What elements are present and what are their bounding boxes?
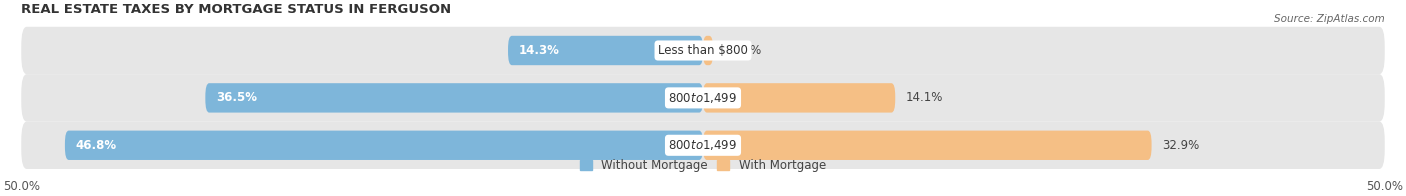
- FancyBboxPatch shape: [508, 36, 703, 65]
- FancyBboxPatch shape: [703, 36, 713, 65]
- FancyBboxPatch shape: [65, 131, 703, 160]
- FancyBboxPatch shape: [21, 122, 1385, 169]
- Legend: Without Mortgage, With Mortgage: Without Mortgage, With Mortgage: [575, 154, 831, 176]
- FancyBboxPatch shape: [21, 27, 1385, 74]
- Text: Less than $800: Less than $800: [658, 44, 748, 57]
- Text: 14.3%: 14.3%: [519, 44, 560, 57]
- FancyBboxPatch shape: [703, 83, 896, 113]
- Text: 36.5%: 36.5%: [217, 91, 257, 104]
- Text: 14.1%: 14.1%: [905, 91, 943, 104]
- Text: $800 to $1,499: $800 to $1,499: [668, 138, 738, 152]
- Text: 32.9%: 32.9%: [1163, 139, 1199, 152]
- FancyBboxPatch shape: [703, 131, 1152, 160]
- Text: $800 to $1,499: $800 to $1,499: [668, 91, 738, 105]
- Text: Source: ZipAtlas.com: Source: ZipAtlas.com: [1274, 14, 1385, 24]
- FancyBboxPatch shape: [205, 83, 703, 113]
- FancyBboxPatch shape: [21, 74, 1385, 122]
- Text: 46.8%: 46.8%: [76, 139, 117, 152]
- Text: REAL ESTATE TAXES BY MORTGAGE STATUS IN FERGUSON: REAL ESTATE TAXES BY MORTGAGE STATUS IN …: [21, 3, 451, 16]
- Text: 0.74%: 0.74%: [724, 44, 761, 57]
